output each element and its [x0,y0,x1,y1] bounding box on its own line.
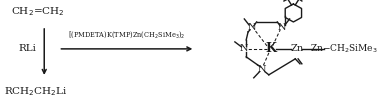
Text: K: K [265,42,276,55]
Text: [(PMDETA)K(TMP)Zn(CH$_2$SiMe$_3$)$_2$: [(PMDETA)K(TMP)Zn(CH$_2$SiMe$_3$)$_2$ [68,30,185,40]
Text: Zn: Zn [291,44,304,53]
Text: Zn−CH$_2$SiMe$_3$: Zn−CH$_2$SiMe$_3$ [310,43,378,55]
Text: N: N [278,23,286,32]
Text: RLi: RLi [18,44,36,53]
Text: RCH$_2$CH$_2$Li: RCH$_2$CH$_2$Li [4,85,68,98]
Text: N: N [248,23,256,32]
Text: CH$_2$=CH$_2$: CH$_2$=CH$_2$ [11,6,65,18]
Text: N: N [240,44,248,53]
Text: N: N [258,65,266,74]
